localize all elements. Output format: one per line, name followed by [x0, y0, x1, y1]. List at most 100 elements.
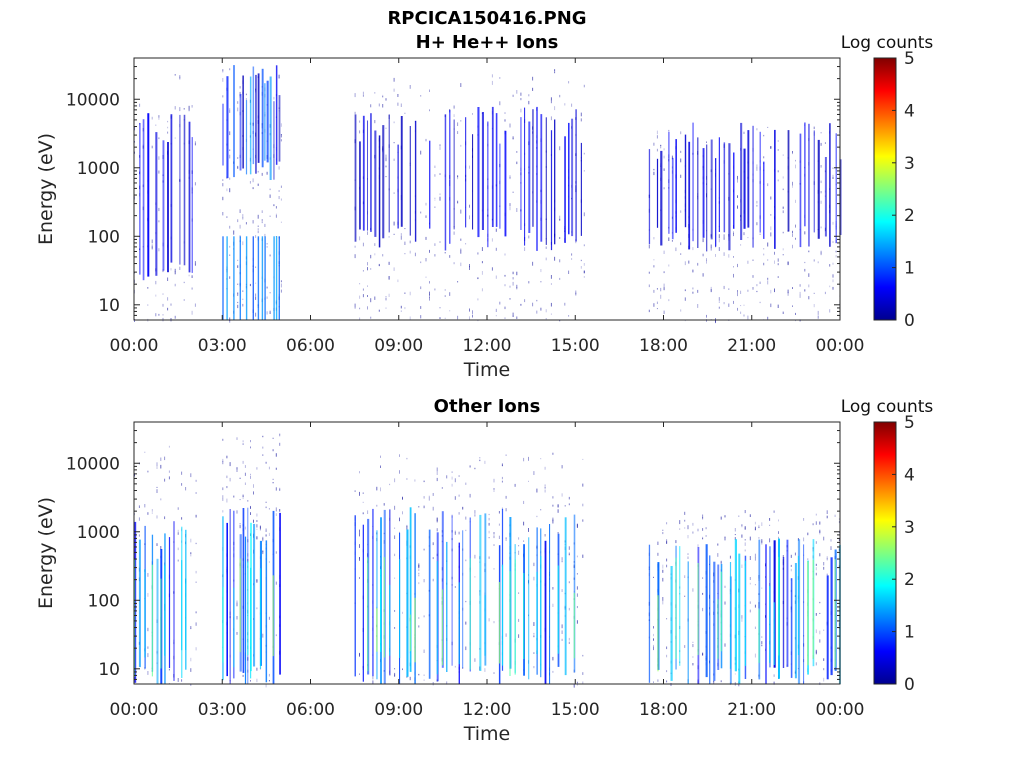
data-dot [449, 292, 451, 296]
data-dot [239, 523, 241, 525]
data-dot [250, 680, 251, 682]
data-dot [229, 477, 231, 482]
figure-title: RPCICA150416.PNG [387, 8, 586, 29]
data-dot [518, 537, 520, 540]
x-tick-label: 15:00 [551, 336, 600, 356]
data-dot [509, 298, 511, 300]
data-dot [453, 262, 455, 265]
data-dot [174, 74, 176, 76]
data-dot [550, 283, 552, 285]
colorbar-tick-label: 2 [904, 570, 915, 590]
data-stripe [173, 521, 175, 681]
data-dot [815, 649, 817, 653]
data-dot [662, 564, 664, 569]
colorbar-title: Log counts [841, 33, 934, 53]
data-stripe [414, 120, 417, 242]
data-dot [458, 494, 460, 497]
data-dot [499, 301, 501, 305]
data-dot [155, 294, 157, 297]
data-dot [439, 147, 441, 150]
data-stripe [498, 582, 501, 664]
data-dot [429, 291, 430, 296]
data-stripe [472, 134, 474, 230]
data-dot [370, 316, 372, 319]
data-stripe [265, 540, 268, 683]
data-dot [666, 680, 668, 683]
data-dot [576, 593, 578, 597]
data-dot [394, 478, 396, 483]
data-dot [420, 261, 422, 264]
data-dot [499, 77, 501, 79]
data-dot [653, 168, 655, 171]
data-dot [393, 77, 395, 82]
data-dot [795, 237, 796, 240]
data-dot [559, 277, 561, 280]
data-dot [533, 471, 535, 475]
data-dot [583, 263, 585, 266]
data-dot [835, 250, 837, 253]
data-stripe [406, 529, 409, 677]
data-dot [264, 223, 266, 227]
data-dot [799, 291, 801, 296]
data-dot [385, 157, 387, 162]
data-dot [493, 478, 495, 483]
data-dot [749, 609, 751, 613]
data-dot [804, 261, 806, 264]
data-dot [761, 641, 763, 645]
data-dot [469, 165, 470, 169]
data-dot [474, 576, 476, 578]
data-dot [666, 540, 668, 544]
data-dot [183, 299, 185, 301]
data-dot [222, 498, 224, 501]
data-dot [278, 196, 280, 200]
data-dot [582, 458, 584, 460]
data-dot [582, 654, 584, 657]
data-dot [653, 626, 654, 629]
data-dot [272, 482, 274, 484]
data-dot [819, 601, 821, 604]
data-dot [777, 258, 779, 262]
data-dot [516, 316, 518, 319]
data-dot [702, 536, 704, 538]
data-dot [454, 531, 456, 534]
data-stripe [397, 144, 399, 229]
data-dot [414, 479, 416, 482]
data-dot [498, 511, 500, 514]
data-dot [792, 186, 793, 188]
data-dot [236, 632, 238, 635]
data-dot [222, 196, 224, 201]
data-dot [782, 555, 784, 558]
data-dot [516, 151, 518, 153]
colorbar-title: Log counts [841, 397, 934, 417]
data-dot [770, 214, 772, 216]
data-dot [761, 644, 763, 647]
data-dot [242, 460, 244, 464]
data-dot [687, 553, 689, 555]
data-stripe [679, 546, 681, 666]
data-stripe [156, 558, 159, 684]
data-dot [692, 531, 694, 534]
data-dot [378, 103, 380, 107]
data-dot [265, 528, 267, 532]
data-dot [684, 297, 686, 301]
data-dot [477, 277, 479, 279]
data-stripe [557, 565, 559, 654]
data-dot [239, 499, 241, 501]
data-dot [177, 532, 179, 535]
data-dot [550, 302, 552, 307]
data-dot [399, 454, 400, 457]
data-dot [813, 126, 815, 130]
data-stripe [266, 80, 269, 163]
data-dot [792, 152, 793, 155]
data-dot [367, 306, 368, 310]
data-dot [436, 467, 438, 472]
data-dot [692, 644, 694, 648]
data-dot [177, 507, 179, 510]
data-dot [536, 488, 538, 493]
data-dot [671, 240, 673, 242]
data-stripe [226, 522, 228, 677]
data-dot [761, 539, 763, 543]
data-dot [733, 231, 734, 234]
data-stripe [536, 571, 538, 655]
data-dot [653, 638, 654, 641]
